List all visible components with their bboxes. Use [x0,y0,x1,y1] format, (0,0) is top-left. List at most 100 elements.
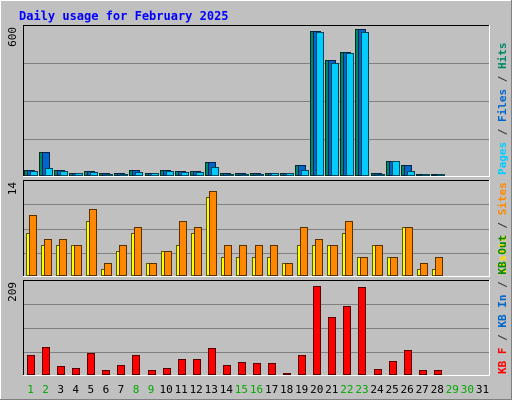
bar-kb-f-day-16 [253,363,261,375]
chart-title: Daily usage for February 2025 [19,9,229,23]
bar-sites-day-9 [149,263,157,276]
series-label-part: / [496,275,509,295]
bar-sites-day-7 [119,245,127,276]
bar-kb-f-day-21 [328,317,336,375]
series-label-part: Hits [496,43,509,70]
bar-pages-day-6 [105,174,113,176]
panel-series-label: Pages / Files / Hits [496,43,509,176]
x-tick-label: 21 [325,383,338,396]
bar-sites-day-12 [194,227,202,276]
bar-sites-day-19 [300,227,308,276]
series-label-part: KB Out [496,235,509,275]
bar-sites-day-1 [29,215,37,276]
x-tick-label: 29 [446,383,459,396]
series-label-part: Sites [496,182,509,215]
bar-sites-day-26 [405,227,413,276]
bar-kb-f-day-19 [298,355,306,375]
bar-pages-day-3 [60,171,68,176]
bar-pages-day-4 [75,173,83,176]
bar-pages-day-11 [181,172,189,176]
panel-pages-files-hits: 600 Pages / Files / Hits [6,25,509,177]
x-tick-label: 18 [280,383,293,396]
bar-sites-day-11 [179,221,187,276]
x-tick-label: 20 [310,383,323,396]
bar-pages-day-27 [422,174,430,176]
bar-pages-day-26 [407,171,415,176]
bar-sites-day-24 [375,245,383,276]
bar-kb-f-day-23 [358,287,366,375]
bar-pages-day-7 [120,174,128,176]
x-tick-label: 28 [431,383,444,396]
series-label-part: Pages [496,142,509,175]
bar-kb-f-day-3 [57,366,65,375]
bar-kb-f-day-9 [148,370,156,375]
bar-kb-f-day-10 [163,368,171,375]
series-label-part: / [496,69,509,89]
x-tick-label: 16 [250,383,263,396]
bar-pages-day-17 [271,173,279,176]
series-label-part: / [496,328,509,348]
bar-kb-f-day-8 [132,355,140,375]
panel-max-label: 209 [6,282,19,302]
bar-pages-day-2 [45,168,53,176]
bar-pages-day-23 [361,32,369,176]
bar-sites-day-4 [74,245,82,276]
bar-kb-f-day-12 [193,359,201,375]
bar-kb-f-day-28 [434,370,442,375]
x-tick-label: 12 [190,383,203,396]
bar-sites-day-20 [315,239,323,276]
bar-kb-f-day-18 [283,373,291,375]
bar-pages-day-19 [301,170,309,176]
series-label-part: KB In [496,295,509,328]
series-label-part: / [496,122,509,142]
bar-sites-day-8 [134,227,142,276]
x-tick-label: 2 [42,383,49,396]
bar-pages-day-21 [331,63,339,176]
x-tick-label: 19 [295,383,308,396]
bar-pages-day-28 [437,174,445,176]
chart-panels: 600 Pages / Files / Hits 14 Visits / Sites 2… [6,25,509,376]
bar-pages-day-25 [392,161,400,176]
bar-sites-day-17 [270,245,278,276]
bar-kb-f-day-15 [238,362,246,375]
bar-pages-day-5 [90,172,98,176]
bar-pages-day-22 [346,53,354,176]
x-tick-label: 24 [370,383,384,396]
bar-pages-day-10 [166,171,174,176]
series-label-part: / [496,215,509,235]
bar-pages-day-20 [316,32,324,176]
x-tick-label: 23 [355,383,368,396]
bar-kb-f-day-25 [389,361,397,375]
bar-pages-day-13 [211,167,219,176]
x-tick-label: 10 [159,383,172,396]
bar-pages-day-12 [196,172,204,176]
bar-sites-day-25 [390,257,398,276]
bar-kb-f-day-20 [313,286,321,375]
x-tick-label: 7 [118,383,125,396]
bar-pages-day-24 [377,174,385,176]
series-label-part: KB F [496,348,509,375]
x-tick-label: 30 [461,383,474,396]
panel-max-label: 14 [6,182,19,196]
x-tick-label: 15 [235,383,248,396]
x-axis-labels: 1 2 3 4 5 6 7 8 9 10 11 12 13 14 15 16 17 18 19 20 21 22 23 24 2… [27,383,489,396]
x-tick-label: 27 [416,383,429,396]
x-tick-label: 6 [103,383,110,396]
bar-kb-f-day-26 [404,350,412,375]
bar-kb-f-day-5 [87,353,95,375]
bar-pages-day-1 [30,171,38,176]
x-tick-label: 22 [340,383,353,396]
bar-sites-day-23 [360,257,368,276]
x-tick-label: 3 [57,383,64,396]
x-tick-label: 17 [265,383,278,396]
x-tick-label: 14 [220,383,234,396]
bar-kb-f-day-13 [208,348,216,375]
x-tick-label: 5 [87,383,94,396]
x-tick-label: 4 [72,383,79,396]
bar-sites-day-3 [59,239,67,276]
bar-sites-day-22 [345,221,353,276]
x-tick-label: 13 [205,383,218,396]
panel-max-label: 600 [6,27,19,47]
bar-sites-day-27 [420,263,428,276]
panel-series-label: Visits / Sites [496,182,509,275]
